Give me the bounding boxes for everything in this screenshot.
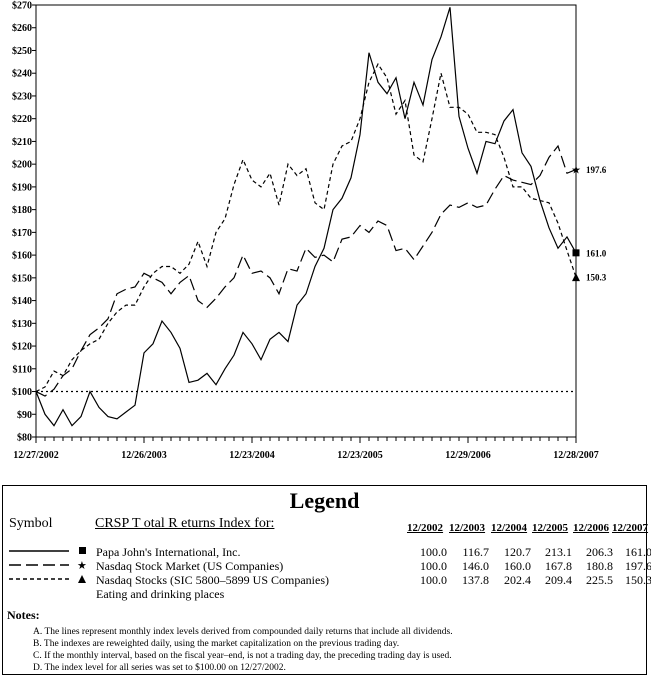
x-tick-label: 12/23/2004 xyxy=(229,450,275,461)
col-header-2005: 12/2005 xyxy=(532,522,569,534)
col-header-2004: 12/2004 xyxy=(491,522,528,534)
series-line-papa-johns xyxy=(35,7,577,427)
legend-value: 137.8 xyxy=(462,573,489,587)
legend-title: Legend xyxy=(289,488,360,513)
legend-row-papa-johns: Papa John's International, Inc. xyxy=(96,545,241,559)
square-marker-icon xyxy=(79,547,86,554)
legend-value: 209.4 xyxy=(545,573,572,587)
y-tick-label: $230 xyxy=(12,91,32,102)
y-tick-label: $170 xyxy=(12,228,32,239)
y-tick-label: $260 xyxy=(12,23,32,34)
legend-value: 100.0 xyxy=(420,545,447,559)
col-header-2002: 12/2002 xyxy=(407,522,444,534)
note-b: B. The indexes are reweighted daily, usi… xyxy=(33,639,400,649)
legend-value: 202.4 xyxy=(504,573,531,587)
y-tick-label: $120 xyxy=(12,342,32,353)
y-tick-label: $160 xyxy=(12,251,32,262)
y-tick-label: $140 xyxy=(12,296,32,307)
legend-row-nasdaq-market: Nasdaq Stock Market (US Companies) xyxy=(96,559,284,573)
legend-value: 146.0 xyxy=(462,559,489,573)
chart: $80 $90 $100 $110 $120 $130 $140 $150 $160 $170 $1… xyxy=(12,1,607,462)
legend-value: 116.7 xyxy=(462,545,489,559)
legend-box: Legend Symbol CRSP T otal R eturns Index… xyxy=(2,485,651,675)
legend-value: 150.3 xyxy=(625,573,651,587)
end-marker-star-icon: ★ xyxy=(571,165,581,177)
star-marker-icon: ★ xyxy=(77,559,87,572)
legend-value: 120.7 xyxy=(504,545,531,559)
legend-value: 213.1 xyxy=(545,545,572,559)
legend-row-nasdaq-eating-sub: Eating and drinking places xyxy=(96,587,225,601)
legend-row-nasdaq-eating: Nasdaq Stocks (SIC 5800–5899 US Companie… xyxy=(96,573,329,587)
y-tick-label: $270 xyxy=(12,1,32,12)
y-tick-label: $200 xyxy=(12,160,32,171)
y-tick-label: $210 xyxy=(12,137,32,148)
end-marker-square-icon xyxy=(572,249,580,257)
end-label-nasdaq-eating: 150.3 xyxy=(586,273,607,283)
symbol-header: Symbol xyxy=(9,516,53,531)
y-tick-label: $130 xyxy=(12,319,32,330)
triangle-marker-icon xyxy=(78,575,86,583)
x-axis: 12/27/2002 12/26/2003 12/23/2004 12/23/2005… xyxy=(13,437,599,461)
legend-value: 225.5 xyxy=(586,573,613,587)
col-header-2006: 12/2006 xyxy=(573,522,610,534)
y-tick-label: $250 xyxy=(12,46,32,57)
y-tick-label: $150 xyxy=(12,273,32,284)
end-marker-triangle-icon xyxy=(572,273,580,282)
legend-value: 197.6 xyxy=(625,559,651,573)
y-tick-label: $80 xyxy=(17,433,32,444)
x-tick-label: 12/29/2006 xyxy=(445,450,491,461)
legend-value: 206.3 xyxy=(586,545,613,559)
legend-value: 160.0 xyxy=(504,559,531,573)
y-tick-label: $190 xyxy=(12,182,32,193)
notes-title: Notes: xyxy=(7,608,40,622)
legend-value: 167.8 xyxy=(545,559,572,573)
col-header-2003: 12/2003 xyxy=(449,522,486,534)
y-tick-label: $90 xyxy=(17,410,32,421)
legend-value: 180.8 xyxy=(586,559,613,573)
y-tick-label: $110 xyxy=(13,364,32,375)
x-tick-label: 12/26/2003 xyxy=(121,450,167,461)
series-group xyxy=(35,7,577,427)
legend-value: 161.0 xyxy=(625,545,651,559)
y-axis: $80 $90 $100 $110 $120 $130 $140 $150 $160 $170 $1… xyxy=(12,1,36,444)
x-tick-label: 12/27/2002 xyxy=(13,450,59,461)
series-line-nasdaq-eating xyxy=(35,62,577,393)
note-a: A. The lines represent monthly index lev… xyxy=(33,627,453,637)
legend-symbols: ★ xyxy=(9,547,87,583)
index-header: CRSP T otal R eturns Index for: xyxy=(95,516,275,531)
x-tick-label: 12/28/2007 xyxy=(553,450,599,461)
legend-value: 100.0 xyxy=(420,559,447,573)
note-c: C. If the monthly interval, based on the… xyxy=(33,651,452,661)
y-tick-label: $100 xyxy=(12,387,32,398)
legend-value: 100.0 xyxy=(420,573,447,587)
end-label-nasdaq-market: 197.6 xyxy=(586,165,607,175)
y-tick-label: $220 xyxy=(12,114,32,125)
x-tick-label: 12/23/2005 xyxy=(337,450,383,461)
series-line-nasdaq-market xyxy=(35,144,577,397)
y-tick-label: $240 xyxy=(12,69,32,80)
note-d: D. The index level for all series was se… xyxy=(33,663,286,673)
col-header-2007: 12/2007 xyxy=(612,522,649,534)
end-markers: 161.0 ★ 197.6 150.3 xyxy=(571,165,607,283)
y-tick-label: $180 xyxy=(12,205,32,216)
plot-frame xyxy=(35,4,577,438)
end-label-papa-johns: 161.0 xyxy=(586,248,607,258)
